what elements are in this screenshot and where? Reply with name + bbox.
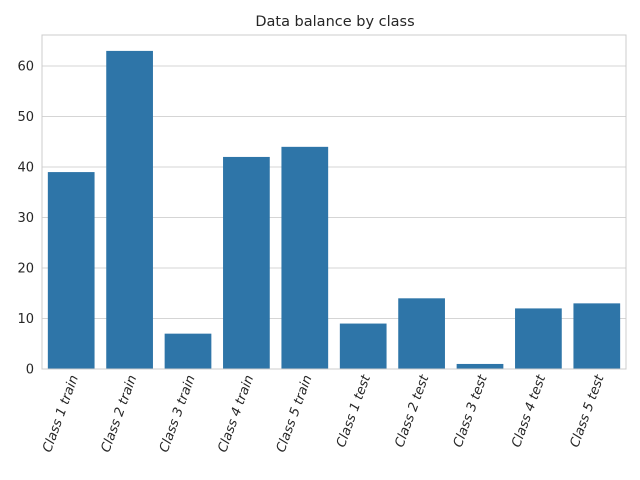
bar bbox=[573, 303, 621, 369]
bar bbox=[47, 172, 95, 369]
plot-frame bbox=[41, 34, 627, 370]
x-tick-label: Class 2 test bbox=[392, 372, 432, 449]
x-tick-label: Class 5 test bbox=[568, 372, 608, 449]
bar bbox=[164, 333, 212, 369]
x-tick-labels: Class 1 train Class 2 train Class 3 train C… bbox=[40, 372, 608, 454]
bar bbox=[515, 308, 562, 369]
y-tick-label: 30 bbox=[17, 211, 34, 226]
y-tick-label: 40 bbox=[17, 161, 34, 176]
y-tick-labels: 0 10 20 30 40 50 60 bbox=[17, 60, 34, 378]
x-tick-label: Class 4 train bbox=[215, 373, 257, 454]
x-tick-label: Class 5 train bbox=[274, 373, 316, 454]
bar bbox=[398, 298, 445, 369]
x-tick-label: Class 1 train bbox=[40, 373, 82, 454]
x-tick-label: Class 3 test bbox=[451, 372, 491, 449]
y-tick-label: 60 bbox=[17, 60, 34, 75]
y-tick-label: 0 bbox=[26, 363, 34, 378]
y-tick-label: 10 bbox=[17, 312, 34, 327]
axes-frame bbox=[41, 34, 627, 370]
bars bbox=[47, 50, 621, 370]
x-tick-label: Class 1 test bbox=[334, 372, 374, 449]
x-tick-label: Class 2 train bbox=[99, 373, 141, 454]
bar bbox=[281, 146, 329, 369]
bar bbox=[106, 50, 153, 370]
bar bbox=[223, 156, 270, 369]
x-tick-label: Class 3 train bbox=[157, 373, 199, 454]
bar bbox=[456, 363, 504, 369]
y-tick-label: 20 bbox=[17, 262, 34, 277]
x-tick-label: Class 4 test bbox=[509, 372, 549, 449]
y-tick-label: 50 bbox=[17, 110, 34, 125]
bar bbox=[339, 323, 387, 369]
chart-title: Data balance by class bbox=[255, 14, 414, 30]
